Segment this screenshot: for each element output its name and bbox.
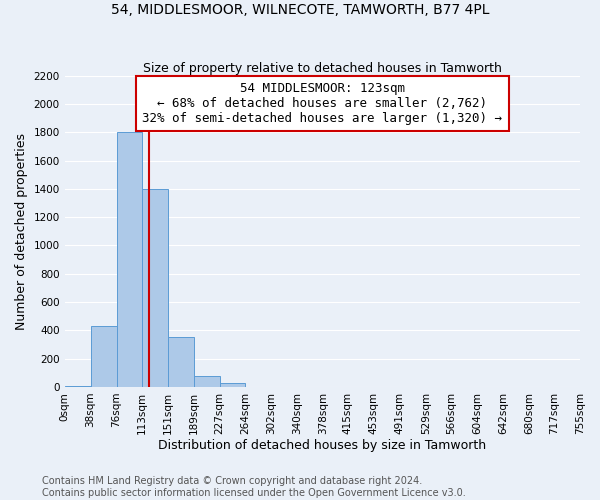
Text: Contains HM Land Registry data © Crown copyright and database right 2024.
Contai: Contains HM Land Registry data © Crown c… — [42, 476, 466, 498]
Bar — [142, 189, 168, 387]
Bar — [168, 338, 194, 387]
X-axis label: Distribution of detached houses by size in Tamworth: Distribution of detached houses by size … — [158, 440, 487, 452]
Text: 54 MIDDLESMOOR: 123sqm
← 68% of detached houses are smaller (2,762)
32% of semi-: 54 MIDDLESMOOR: 123sqm ← 68% of detached… — [142, 82, 502, 125]
Bar — [65, 386, 91, 387]
Bar — [116, 132, 142, 387]
Title: Size of property relative to detached houses in Tamworth: Size of property relative to detached ho… — [143, 62, 502, 74]
Bar — [220, 384, 245, 387]
Text: 54, MIDDLESMOOR, WILNECOTE, TAMWORTH, B77 4PL: 54, MIDDLESMOOR, WILNECOTE, TAMWORTH, B7… — [111, 2, 489, 16]
Bar — [194, 376, 220, 387]
Y-axis label: Number of detached properties: Number of detached properties — [15, 133, 28, 330]
Bar — [91, 326, 116, 387]
